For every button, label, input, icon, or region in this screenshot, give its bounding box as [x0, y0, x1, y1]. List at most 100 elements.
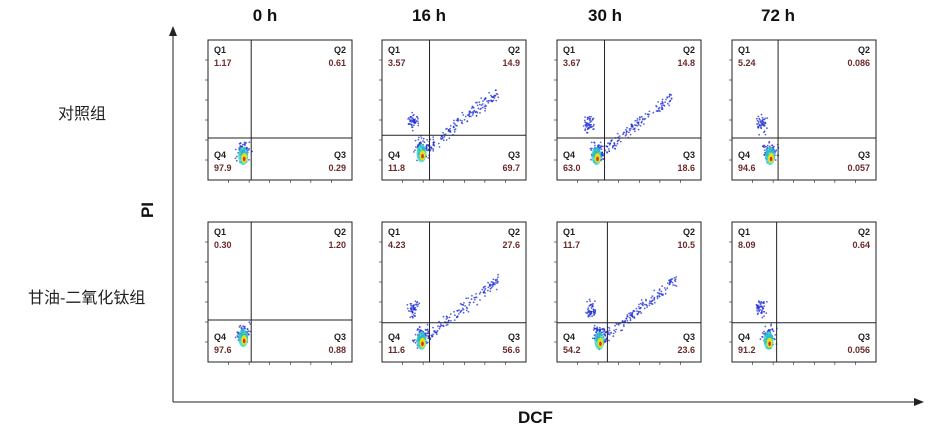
panel-control-30h-q3-name: Q3 — [683, 150, 695, 160]
panel-control-72h-event — [766, 127, 768, 130]
panel-treated-30h-event — [610, 332, 613, 334]
panel-treated-30h-event — [656, 295, 659, 297]
panel-control-16h-event — [420, 137, 423, 139]
panel-control-16h-event — [455, 119, 458, 122]
panel-treated-16h-event — [436, 329, 439, 332]
panel-control-30h-event — [668, 104, 671, 107]
panel-control-30h-event — [585, 126, 588, 128]
panel-control-16h-event — [445, 128, 447, 131]
panel-treated-30h-event — [615, 328, 617, 331]
panel-control-0h-event — [248, 147, 251, 150]
panel-control-16h-q3-name: Q3 — [508, 150, 520, 160]
panel-treated-30h-event — [594, 300, 596, 303]
panel-treated-30h-event — [675, 276, 678, 278]
panel-treated-30h-q3-value: 23.6 — [677, 345, 695, 355]
panel-control-30h-event — [619, 140, 622, 143]
panel-control-30h-event — [584, 128, 587, 131]
panel-control-72h-event — [774, 150, 777, 153]
panel-control-16h-event — [484, 97, 487, 99]
panel-control-16h-event — [456, 124, 458, 127]
panel-treated-72h-event — [764, 325, 767, 328]
panel-control-16h-event — [461, 120, 463, 122]
panel-treated-30h-event — [672, 284, 675, 286]
panel-treated-72h-event — [770, 323, 773, 326]
panel-control-16h-event — [494, 89, 497, 92]
panel-control-30h-q3-value: 18.6 — [677, 163, 695, 173]
panel-treated-30h-event — [596, 326, 599, 329]
panel-control-30h-event — [600, 148, 603, 151]
panel-control-16h-event — [481, 103, 484, 105]
panel-control-0h-q3-name: Q3 — [334, 150, 346, 160]
panel-treated-16h-event — [484, 295, 486, 297]
panel-control-30h-event — [584, 121, 587, 123]
panel-treated-72h-event — [756, 304, 758, 307]
panel-treated-0h-q4-name: Q4 — [214, 332, 226, 342]
panel-treated-0h-event — [239, 324, 242, 327]
panel-treated-0h-event — [243, 326, 246, 329]
panel-control-30h-event — [661, 98, 664, 101]
panel-treated-16h-event — [440, 323, 442, 326]
panel-treated-30h-event — [614, 324, 616, 327]
panel-control-16h-event — [441, 136, 444, 139]
panel-treated-30h-event — [608, 327, 611, 329]
panel-control-16h-event — [427, 149, 429, 152]
panel-treated-72h-event — [758, 301, 761, 304]
panel-control-16h-event — [432, 138, 435, 141]
panel-control-0h-event — [236, 155, 238, 158]
panel-treated-30h-event — [594, 311, 596, 313]
panel-treated-0h-event — [236, 335, 239, 337]
panel-control-16h-event — [487, 99, 490, 102]
panel-control-30h-event — [668, 100, 671, 103]
panel-treated-0h-q2-value: 1.20 — [328, 240, 346, 250]
panel-control-16h-event — [460, 121, 463, 124]
panel-control-16h-event — [411, 126, 413, 128]
panel-treated-16h-event — [414, 300, 417, 303]
panel-treated-30h-event — [633, 317, 636, 319]
panel-control-16h-event — [432, 148, 435, 151]
panel-treated-16h-event — [449, 313, 452, 315]
panel-control-16h-event — [479, 108, 482, 110]
panel-control-16h-event — [423, 141, 426, 144]
panel-control-72h-event — [766, 144, 769, 147]
panel-control-30h-event — [657, 110, 659, 112]
panel-treated-16h-frame — [381, 221, 527, 363]
panel-control-30h-event — [584, 116, 586, 118]
panel-treated-16h-event — [487, 289, 489, 292]
time-label-16h: 16 h — [411, 6, 447, 25]
panel-treated-30h-event — [586, 300, 588, 303]
panel-treated-0h-event — [240, 327, 243, 330]
panel-control-30h-event — [608, 150, 611, 153]
panel-control-16h-event — [495, 93, 498, 95]
panel-treated-16h-event — [458, 313, 460, 315]
panel-control-16h-event — [484, 109, 486, 112]
panel-treated-30h-event — [595, 331, 598, 334]
panel-control-16h-event — [476, 111, 479, 114]
panel-treated-16h-event — [491, 284, 494, 286]
panel-control-16h-event — [432, 144, 435, 146]
panel-control-16h-event — [476, 104, 479, 107]
panel-control-16h-q2-value: 14.9 — [502, 58, 520, 68]
panel-control-16h-event — [485, 105, 487, 107]
panel-treated-72h-event — [774, 334, 777, 336]
panel-treated-30h-event — [601, 328, 604, 331]
panel-control-16h-event — [408, 118, 411, 121]
panel-control-30h-event — [664, 101, 666, 103]
panel-control-30h-event — [636, 119, 638, 122]
panel-treated-16h-event — [476, 303, 479, 306]
panel-treated-30h-event — [638, 303, 640, 306]
panel-treated-30h-event — [587, 314, 590, 316]
panel-treated-16h-event — [467, 310, 470, 313]
panel-control-30h-event — [600, 145, 603, 148]
panel-treated-16h-event — [411, 315, 413, 318]
x-axis-title: DCF — [518, 408, 553, 427]
panel-control-30h-event — [661, 104, 663, 107]
panel-control-16h-event — [417, 136, 420, 139]
panel-treated-16h-event — [489, 290, 492, 293]
panel-treated-16h-event — [407, 310, 410, 312]
panel-control-16h-event — [413, 114, 415, 116]
panel-control-0h-q4-value: 97.9 — [214, 163, 232, 173]
panel-treated-16h-event — [417, 303, 419, 306]
panel-treated-30h-event — [650, 296, 653, 299]
panel-treated-16h-event — [437, 325, 439, 328]
panel-treated-72h-event — [763, 333, 765, 335]
